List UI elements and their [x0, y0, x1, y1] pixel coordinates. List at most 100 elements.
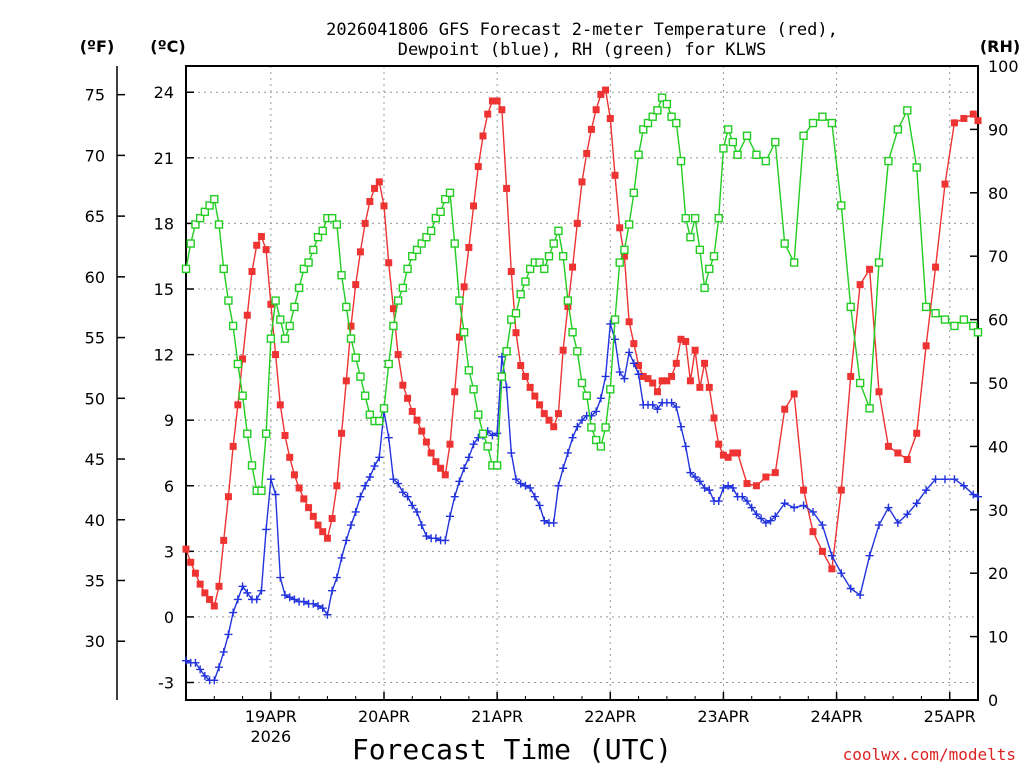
temperature-point	[272, 351, 280, 359]
rh-point	[393, 296, 403, 305]
temperature-point	[569, 263, 577, 271]
dewpoint-point	[309, 599, 318, 608]
dewpoint-point	[601, 372, 610, 381]
dewpoint-point	[695, 477, 704, 486]
dewpoint-point	[318, 604, 327, 613]
rh-point	[360, 391, 370, 400]
rh-point	[309, 245, 318, 255]
dewpoint-point	[578, 416, 586, 425]
date-tick-label: 25APR	[924, 707, 976, 726]
rh-point	[808, 118, 818, 128]
date-tick-label: 22APR	[584, 707, 636, 726]
temperature-point	[215, 582, 223, 590]
temperature-point	[512, 329, 520, 337]
rh-point	[318, 226, 327, 236]
dewpoint-point	[724, 481, 733, 490]
rh-point	[346, 334, 356, 343]
date-tick-label: 23APR	[697, 707, 749, 726]
rh-point	[719, 144, 728, 153]
dewpoint-point	[677, 422, 685, 431]
temperature-point	[743, 480, 751, 488]
dewpoint-point	[846, 584, 855, 593]
rh-point	[257, 486, 266, 495]
dewpoint-point	[837, 569, 846, 578]
dewpoint-point	[705, 486, 714, 495]
temperature-point	[300, 495, 308, 503]
rh-point	[327, 213, 337, 223]
dewpoint-point	[200, 671, 209, 680]
celsius-tick-label: 6	[164, 477, 174, 496]
rh-point	[233, 359, 243, 369]
rh-point	[426, 226, 436, 236]
rh-point	[620, 245, 629, 255]
rh-tick-label: 80	[988, 184, 1008, 203]
rh-point	[511, 309, 521, 318]
temperature-point	[281, 431, 289, 439]
rh-point	[969, 321, 978, 331]
rh-point	[332, 220, 342, 229]
dewpoint-point	[337, 553, 346, 562]
rh-point	[865, 404, 874, 413]
temperature-point	[488, 97, 496, 105]
dewpoint-point	[912, 499, 921, 508]
rh-point	[210, 194, 219, 204]
year-label: 2026	[250, 727, 291, 746]
rh-point	[299, 264, 309, 274]
temperature-point	[913, 429, 921, 437]
rh-tick-label: 20	[988, 564, 1008, 583]
temperature-point	[196, 580, 204, 588]
rh-point	[342, 302, 351, 312]
rh-point	[950, 321, 959, 331]
rh-point	[591, 435, 601, 445]
dewpoint-point	[365, 473, 374, 482]
temperature-point	[380, 202, 388, 210]
date-tick-label: 20APR	[358, 707, 410, 726]
temperature-point	[182, 545, 190, 553]
dewpoint-point	[818, 521, 827, 530]
temperature-point	[719, 451, 727, 459]
temperature-point	[828, 565, 836, 573]
dewpoint-point	[573, 422, 582, 431]
rh-point	[573, 347, 582, 356]
temperature-point	[521, 372, 529, 380]
rh-point	[474, 410, 483, 419]
temperature-point	[762, 473, 770, 481]
dewpoint-point	[450, 492, 459, 501]
rh-point	[686, 232, 695, 242]
rh-point	[639, 125, 648, 134]
dewpoint-point	[384, 433, 393, 442]
rh-point	[855, 378, 865, 388]
rh-point	[554, 226, 563, 236]
dewpoint-point	[771, 512, 780, 521]
dewpoint-point	[780, 499, 789, 508]
rh-point	[959, 315, 969, 324]
dewpoint-point	[361, 481, 370, 490]
temperature-point	[503, 184, 511, 192]
rh-point	[662, 99, 672, 109]
temperature-point	[668, 372, 676, 380]
fahrenheit-tick-label: 60	[85, 268, 105, 287]
dewpoint-point	[196, 665, 205, 674]
temperature-point	[705, 383, 713, 391]
temperature-point	[950, 119, 958, 127]
temperature-point	[432, 458, 440, 466]
temperature-point	[974, 117, 982, 125]
dewpoint-point	[672, 403, 681, 412]
rh-point	[563, 296, 573, 305]
dewpoint-point	[328, 586, 337, 595]
dewpoint-point	[653, 405, 662, 414]
rh-point	[893, 125, 903, 134]
dewpoint-point	[931, 475, 940, 484]
temperature-point	[234, 401, 242, 409]
rh-point	[483, 442, 492, 451]
dewpoint-point	[521, 481, 530, 490]
temperature-point	[347, 322, 355, 330]
temperature-point	[554, 410, 562, 418]
temperature-point	[399, 381, 407, 389]
celsius-tick-label: 3	[164, 542, 174, 561]
rh-tick-label: 30	[988, 501, 1008, 520]
temperature-point	[752, 482, 760, 490]
temperature-point	[507, 268, 515, 276]
rh-point	[464, 366, 474, 375]
